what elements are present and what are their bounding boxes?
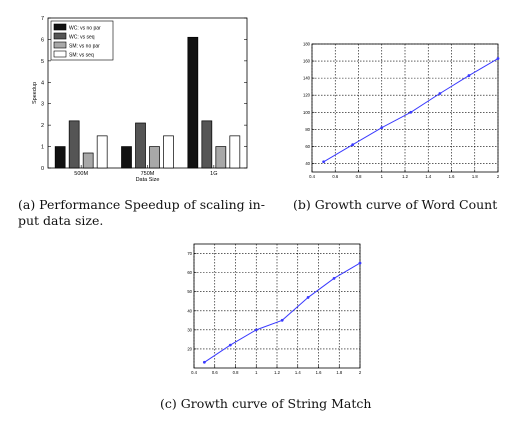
x-tick-label: 500M — [74, 171, 88, 177]
caption-a: (a) Performance Speedup of scaling in- p… — [18, 197, 283, 229]
y-tick-label: 100 — [303, 110, 311, 115]
y-tick-label: 140 — [303, 76, 311, 81]
bar — [149, 146, 160, 169]
x-tick-label: 1G — [210, 171, 217, 177]
bar — [68, 120, 80, 169]
x-tick-label: 2 — [359, 370, 362, 375]
legend-swatch — [53, 41, 67, 49]
bar — [96, 135, 108, 169]
bar — [82, 152, 94, 169]
y-tick-label: 60 — [305, 144, 310, 149]
x-tick-label: 0.6 — [212, 370, 218, 375]
x-axis-label: Data Size — [136, 177, 160, 183]
legend-label: SM: vs no par — [69, 44, 100, 50]
data-point — [332, 276, 336, 280]
data-point — [351, 143, 355, 147]
caption-b: (b) Growth curve of Word Count — [293, 197, 498, 212]
x-tick-label: 2 — [497, 174, 500, 179]
x-tick-label: 1.8 — [472, 174, 478, 179]
x-tick-label: 1 — [381, 174, 384, 179]
bar — [187, 36, 199, 169]
speedup-bar-chart: 0 1 2 3 4 5 6 7 500M 750M 1G Data Size Speedup WC: vs… — [32, 16, 248, 183]
y-tick-label: 2 — [41, 123, 44, 129]
x-tick-label: 1.4 — [425, 174, 431, 179]
data-point — [496, 57, 500, 60]
y-tick-label: 3 — [41, 102, 44, 108]
y-tick-label: 4 — [41, 80, 44, 86]
x-tick-label: 0.4 — [309, 174, 315, 179]
y-tick-label: 180 — [303, 42, 311, 47]
y-tick-label: 40 — [187, 308, 192, 313]
x-tick-label: 1.2 — [402, 174, 408, 179]
y-tick-label: 120 — [303, 93, 311, 98]
data-point — [254, 328, 258, 332]
x-tick-label: 1.2 — [274, 370, 280, 375]
y-tick-label: 40 — [305, 161, 310, 166]
data-point — [409, 110, 413, 114]
data-point — [380, 126, 384, 130]
x-tick-label: 0.8 — [233, 370, 239, 375]
bar — [163, 135, 174, 169]
y-tick-label: 160 — [303, 59, 311, 64]
bar — [229, 135, 241, 169]
y-tick-label: 20 — [187, 346, 192, 351]
x-tick-label: 0.6 — [332, 174, 338, 179]
y-tick-label: 5 — [41, 59, 44, 65]
caption-a-line-2: put data size. — [18, 213, 104, 228]
y-tick-label: 1 — [41, 145, 44, 151]
y-tick-label: 70 — [187, 251, 192, 256]
legend-swatch — [53, 23, 67, 31]
word-count-growth-chart: 0.4 0.6 0.8 1 1.2 1.4 1.6 1.8 2 40 60 80 100 120 140 16… — [303, 42, 500, 180]
bar — [201, 120, 213, 169]
x-tick-label: 1.6 — [449, 174, 455, 179]
bar — [215, 146, 227, 169]
bar — [121, 146, 132, 169]
legend-swatch — [53, 50, 67, 58]
caption-c: (c) Growth curve of String Match — [160, 396, 372, 411]
x-tick-label: 750M — [141, 171, 155, 177]
y-tick-label: 60 — [187, 270, 192, 275]
y-tick-label: 0 — [41, 166, 44, 172]
bar — [135, 122, 146, 169]
string-match-growth-chart: 0.4 0.6 0.8 1 1.2 1.4 1.6 1.8 2 20 30 40 50 60 70 — [187, 243, 362, 375]
x-tick-label: 1.6 — [316, 370, 322, 375]
legend-label: SM: vs seq — [69, 53, 94, 59]
y-tick-label: 50 — [187, 289, 192, 294]
data-point — [322, 160, 326, 164]
x-tick-label: 1.4 — [295, 370, 301, 375]
x-tick-label: 1.8 — [336, 370, 342, 375]
data-point — [306, 296, 310, 299]
data-point — [202, 360, 206, 364]
data-point — [467, 74, 471, 77]
y-tick-label: 7 — [41, 16, 44, 22]
data-point — [438, 92, 442, 95]
x-tick-label: 0.8 — [356, 174, 362, 179]
legend-label: WC: vs no par — [69, 26, 101, 32]
x-tick-label: 1 — [255, 370, 258, 375]
y-tick-label: 80 — [305, 127, 310, 132]
bar — [54, 146, 66, 169]
y-axis-label: Speedup — [32, 82, 38, 104]
y-tick-label: 6 — [41, 37, 44, 43]
legend-swatch — [53, 32, 67, 40]
caption-a-line-1: (a) Performance Speedup of scaling in- — [18, 197, 265, 212]
legend-label: WC: vs seq — [69, 35, 95, 41]
data-point — [358, 261, 362, 265]
x-tick-label: 0.4 — [191, 370, 197, 375]
y-tick-label: 30 — [187, 327, 192, 332]
data-point — [280, 318, 284, 322]
data-point — [228, 343, 232, 347]
